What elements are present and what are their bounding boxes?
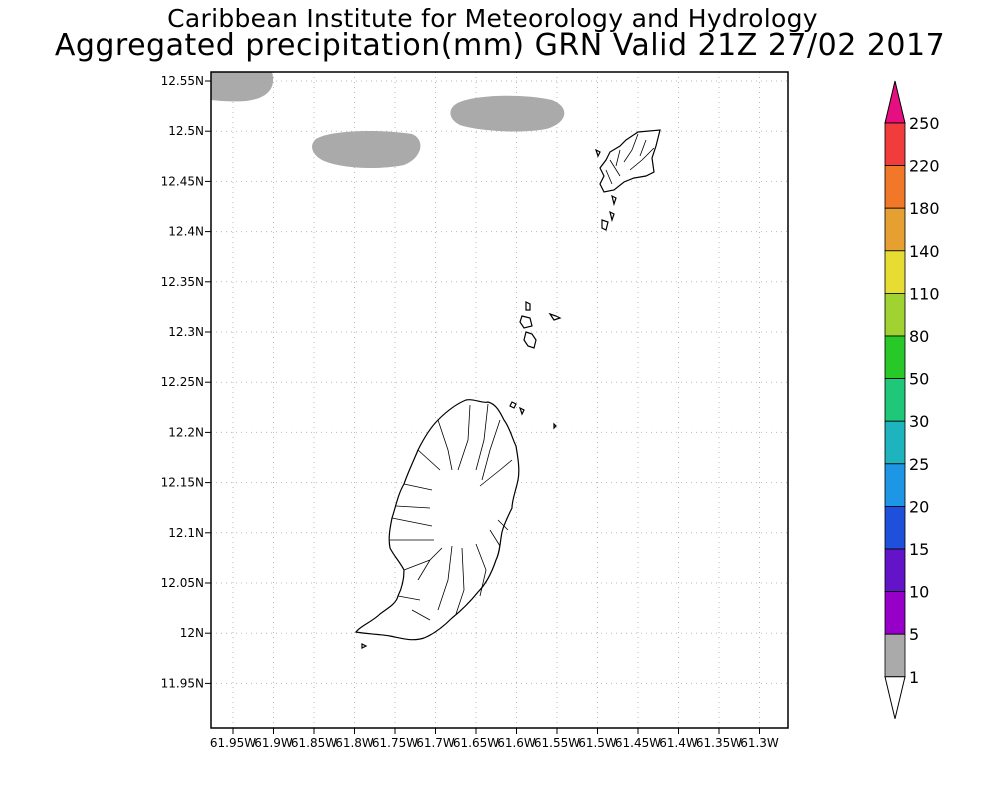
islet-cluster-middle — [519, 301, 562, 349]
chart-title-line1: Caribbean Institute for Meteorology and … — [167, 4, 818, 33]
colorbar-label: 180 — [909, 199, 940, 218]
colorbar-bottom-arrow — [884, 676, 906, 719]
lon-tick-label: 61.65W — [453, 736, 499, 750]
colorbar-segment — [884, 548, 906, 592]
lat-tick-label: 12N — [180, 626, 204, 640]
lon-tick-label: 61.75W — [372, 736, 418, 750]
colorbar-label: 140 — [909, 242, 940, 261]
lon-tick-label: 61.3W — [740, 736, 779, 750]
lat-tick-label: 12.1N — [168, 526, 204, 540]
lon-tick-label: 61.6W — [497, 736, 536, 750]
lat-tick-label: 12.25N — [161, 375, 204, 389]
lat-tick-label: 12.3N — [168, 325, 204, 339]
precip-area-northwest — [211, 72, 274, 102]
colorbar-segment — [884, 207, 906, 252]
islet-east-grenada — [509, 401, 525, 416]
colorbar-label: 15 — [909, 540, 929, 559]
lat-tick-label: 12.4N — [168, 225, 204, 239]
lat-tick-label: 12.05N — [161, 576, 204, 590]
lon-tick-label: 61.8W — [335, 736, 374, 750]
colorbar-segment — [884, 165, 906, 209]
carriacou-islets — [594, 148, 617, 231]
colorbar-label: 80 — [909, 327, 929, 346]
colorbar-label: 220 — [909, 157, 940, 176]
lon-tick-label: 61.5W — [578, 736, 617, 750]
colorbar-top-arrow — [884, 80, 906, 124]
colorbar-label: 110 — [909, 284, 940, 303]
lon-tick-label: 61.45W — [615, 736, 661, 750]
colorbar-label: 1 — [909, 668, 919, 687]
colorbar-segment — [884, 633, 906, 678]
carriacou-internal-lines — [605, 133, 655, 185]
colorbar-segment — [884, 335, 906, 379]
lon-tick-label: 61.55W — [534, 736, 580, 750]
colorbar-legend: 250 220 180 140 110 80 50 30 25 20 15 10 5 1 — [884, 80, 940, 719]
colorbar-label: 10 — [909, 583, 929, 602]
islet-south-grenada — [361, 643, 368, 649]
lat-tick-label: 12.45N — [161, 174, 204, 188]
colorbar-segment — [884, 420, 906, 465]
map-background — [211, 72, 788, 728]
lon-tick-label: 61.35W — [696, 736, 742, 750]
precip-area-north-east — [450, 95, 565, 132]
map-frame — [210, 71, 789, 729]
colorbar-segment — [884, 378, 906, 422]
lat-tick-label: 12.35N — [161, 275, 204, 289]
coastlines — [355, 129, 661, 649]
lat-tick-label: 12.2N — [168, 425, 204, 439]
precip-area-north-center — [312, 131, 421, 168]
lat-tick-label: 12.15N — [161, 476, 204, 490]
colorbar-label: 50 — [909, 370, 929, 389]
islet-southeast — [553, 422, 557, 430]
lon-tick-label: 61.4W — [659, 736, 698, 750]
lon-tick-label: 61.85W — [291, 736, 337, 750]
colorbar-label: 250 — [909, 114, 940, 133]
colorbar-segment — [884, 505, 906, 550]
colorbar-label: 30 — [909, 412, 929, 431]
colorbar-segment — [884, 250, 906, 294]
lat-tick-label: 12.5N — [168, 124, 204, 138]
chart-title-line2: Aggregated precipitation(mm) GRN Valid 2… — [54, 28, 946, 63]
longitude-tick-labels: 61.95W61.9W61.85W61.8W61.75W61.7W61.65W6… — [210, 728, 779, 750]
grenada-internal-lines — [390, 403, 513, 621]
colorbar-segment — [884, 591, 906, 635]
lon-tick-label: 61.7W — [416, 736, 455, 750]
colorbar-label: 20 — [909, 497, 929, 516]
grenada-island — [355, 398, 520, 641]
lon-tick-label: 61.95W — [210, 736, 256, 750]
lat-tick-label: 12.55N — [161, 74, 204, 88]
lon-tick-label: 61.9W — [254, 736, 293, 750]
latitude-tick-labels: 12.55N 12.5N 12.45N 12.4N 12.35N 12.3N 12.25N 1… — [161, 74, 211, 690]
colorbar-segment — [884, 292, 906, 337]
colorbar-segment — [884, 122, 906, 166]
lat-tick-label: 11.95N — [161, 676, 204, 690]
carriacou-island — [599, 129, 661, 193]
gridlines — [211, 72, 788, 728]
colorbar-segment — [884, 463, 906, 507]
colorbar-label: 5 — [909, 625, 919, 644]
colorbar-label: 25 — [909, 455, 929, 474]
